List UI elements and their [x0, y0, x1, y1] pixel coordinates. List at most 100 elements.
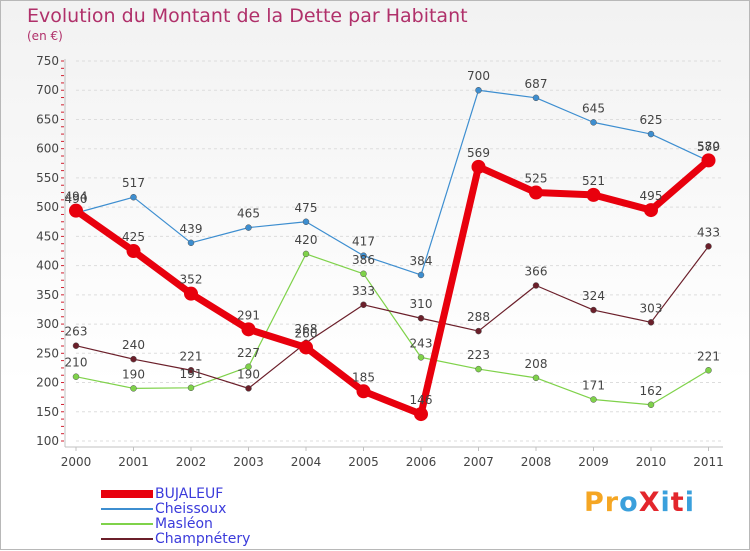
data-label: 475: [295, 201, 318, 215]
legend-swatch: [101, 508, 153, 510]
series-line: [75, 245, 710, 389]
y-tick-label: 700: [36, 83, 59, 97]
x-tick-label: 2000: [61, 455, 92, 469]
data-point: [187, 384, 195, 392]
data-label: 439: [180, 222, 203, 236]
y-tick-label: 650: [36, 112, 59, 126]
data-label: 221: [697, 349, 720, 363]
data-label: 417: [352, 235, 375, 249]
y-tick-label: 200: [36, 376, 59, 390]
legend-swatch: [101, 490, 153, 498]
data-label: 227: [237, 346, 260, 360]
data-point: [532, 374, 540, 382]
y-tick-label: 450: [36, 229, 59, 243]
legend-swatch: [101, 538, 153, 540]
data-label: 310: [410, 297, 433, 311]
x-tick-label: 2003: [233, 455, 264, 469]
data-point: [360, 301, 367, 309]
legend-label: Cheissoux: [155, 501, 227, 517]
data-point: [187, 367, 195, 374]
data-label: 645: [582, 101, 605, 115]
data-label: 465: [237, 207, 260, 221]
x-tick-label: 2006: [406, 455, 437, 469]
data-point: [69, 203, 83, 218]
data-point: [414, 407, 428, 422]
data-label: 579: [697, 140, 720, 154]
data-point: [245, 363, 252, 371]
data-point: [647, 130, 655, 138]
data-point: [590, 306, 597, 314]
data-label: 490: [65, 192, 88, 206]
data-label: 268: [295, 322, 318, 336]
data-label: 495: [640, 189, 663, 203]
data-point: [417, 314, 425, 322]
data-label: 333: [352, 284, 375, 298]
data-label: 580: [697, 139, 720, 153]
y-tick-label: 750: [36, 54, 59, 68]
logo-letter: r: [604, 487, 620, 518]
data-label: 525: [525, 172, 548, 186]
data-point: [72, 342, 80, 349]
data-point: [245, 385, 252, 392]
data-label: 700: [467, 69, 490, 83]
data-label: 324: [582, 289, 605, 303]
data-label: 190: [122, 367, 145, 381]
data-label: 420: [295, 233, 318, 247]
data-label: 190: [237, 367, 260, 381]
data-label: 386: [352, 253, 375, 267]
proxiti-logo: ProXiti: [584, 487, 695, 518]
data-label: 291: [237, 308, 260, 322]
data-label: 352: [180, 273, 203, 287]
data-point: [532, 94, 540, 102]
logo-letter: t: [670, 487, 685, 518]
y-tick-label: 500: [36, 200, 59, 214]
data-point: [187, 239, 195, 247]
data-point: [360, 252, 367, 259]
data-point: [299, 340, 313, 355]
data-point: [475, 365, 482, 373]
data-point: [72, 373, 80, 380]
data-label: 625: [640, 113, 663, 127]
x-tick-label: 2002: [176, 455, 207, 469]
series-line: [72, 156, 712, 418]
data-point: [126, 244, 141, 258]
data-point: [471, 159, 486, 174]
x-tick-label: 2010: [636, 455, 667, 469]
data-point: [647, 319, 655, 326]
data-point: [417, 271, 425, 279]
data-label: 384: [410, 254, 433, 268]
data-point: [701, 153, 716, 168]
data-label: 687: [525, 77, 548, 91]
data-label: 162: [640, 384, 663, 398]
data-label: 210: [65, 356, 88, 370]
data-point: [302, 218, 310, 226]
data-label: 288: [467, 310, 490, 324]
data-point: [245, 224, 252, 231]
data-point: [590, 119, 597, 126]
data-point: [590, 396, 597, 403]
data-label: 240: [122, 338, 145, 352]
x-tick-label: 2004: [291, 455, 322, 469]
data-point: [184, 286, 198, 301]
y-tick-label: 550: [36, 171, 59, 185]
x-tick-label: 2009: [578, 455, 609, 469]
y-tick-label: 100: [36, 434, 59, 448]
data-label: 263: [65, 325, 88, 339]
logo-letter: o: [619, 487, 639, 518]
logo-letter: P: [584, 487, 605, 518]
data-label: 185: [352, 370, 375, 384]
data-point: [475, 327, 482, 335]
data-point: [241, 322, 256, 337]
logo-letter: i: [660, 487, 671, 518]
x-tick-label: 2005: [348, 455, 379, 469]
data-point: [130, 193, 137, 201]
series-line: [75, 253, 710, 406]
data-label: 425: [122, 230, 145, 244]
y-tick-label: 350: [36, 288, 59, 302]
chart-unit: (en €): [27, 29, 63, 43]
chart-title: Evolution du Montant de la Dette par Hab…: [27, 5, 468, 27]
data-point: [705, 367, 712, 374]
data-label: 146: [410, 393, 433, 407]
